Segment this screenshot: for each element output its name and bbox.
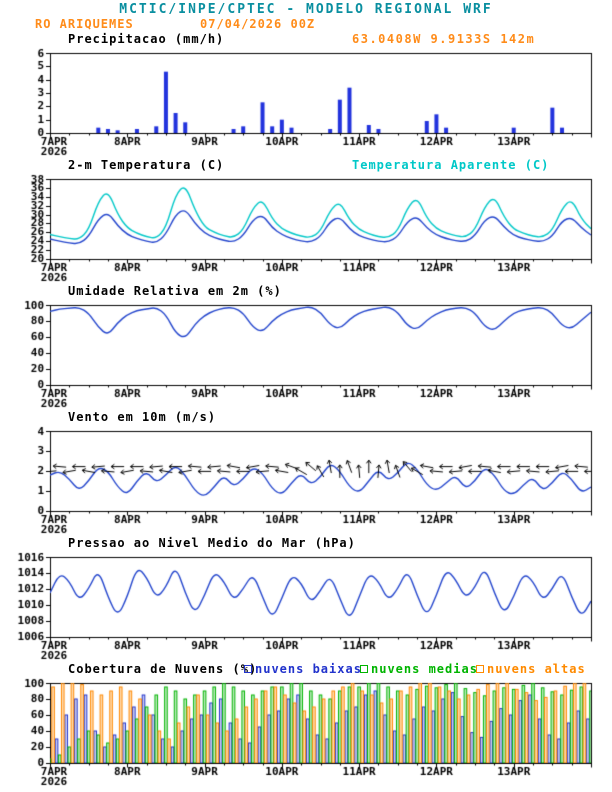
panel-clouds: Cobertura de Nuvens (%) nuvens baixas nu… [0,662,612,788]
mid-clouds-swatch-icon [360,665,368,673]
low-clouds-swatch-icon [244,665,252,673]
clouds-title: Cobertura de Nuvens (%) [68,662,258,676]
high-clouds-swatch-icon [476,665,484,673]
clouds-chart [0,677,612,788]
station-name: RO ARIQUEMES [35,17,134,31]
low-clouds-label: nuvens baixas [255,662,362,676]
run-datetime: 07/04/2026 00Z [200,17,316,31]
pressure-chart [0,551,612,662]
clouds-title-row: Cobertura de Nuvens (%) nuvens baixas nu… [0,662,612,677]
station-coordinates: 63.0408W 9.9133S 142m [352,32,536,46]
precipitation-title: Precipitacao (mm/h) [68,32,225,46]
wind-title-row: Vento em 10m (m/s) [0,410,612,425]
legend-low-clouds: nuvens baixas [244,662,362,676]
panel-pressure: Pressao ao Nivel Medio do Mar (hPa) [0,536,612,662]
panel-precipitation: Precipitacao (mm/h) 63.0408W 9.9133S 142… [0,32,612,158]
page-header: MCTIC/INPE/CPTEC - MODELO REGIONAL WRF [0,2,612,17]
pressure-title-row: Pressao ao Nivel Medio do Mar (hPa) [0,536,612,551]
panel-wind: Vento em 10m (m/s) [0,410,612,536]
precipitation-chart [0,47,612,158]
panel-temperature: 2-m Temperatura (C) Temperatura Aparente… [0,158,612,284]
temperature-title-row: 2-m Temperatura (C) Temperatura Aparente… [0,158,612,173]
run-header: RO ARIQUEMES 07/04/2026 00Z [0,17,612,32]
precipitation-title-row: Precipitacao (mm/h) 63.0408W 9.9133S 142… [0,32,612,47]
app-title: MCTIC/INPE/CPTEC - MODELO REGIONAL WRF [119,2,493,17]
humidity-chart [0,299,612,410]
apparent-temperature-label: Temperatura Aparente (C) [352,158,550,172]
humidity-title: Umidade Relativa em 2m (%) [68,284,282,298]
panel-humidity: Umidade Relativa em 2m (%) [0,284,612,410]
high-clouds-label: nuvens altas [487,662,586,676]
legend-mid-clouds: nuvens medias [360,662,478,676]
temperature-title: 2-m Temperatura (C) [68,158,225,172]
wind-title: Vento em 10m (m/s) [68,410,217,424]
legend-high-clouds: nuvens altas [476,662,586,676]
humidity-title-row: Umidade Relativa em 2m (%) [0,284,612,299]
temperature-chart [0,173,612,284]
wind-chart [0,425,612,536]
mid-clouds-label: nuvens medias [371,662,478,676]
pressure-title: Pressao ao Nivel Medio do Mar (hPa) [68,536,356,550]
